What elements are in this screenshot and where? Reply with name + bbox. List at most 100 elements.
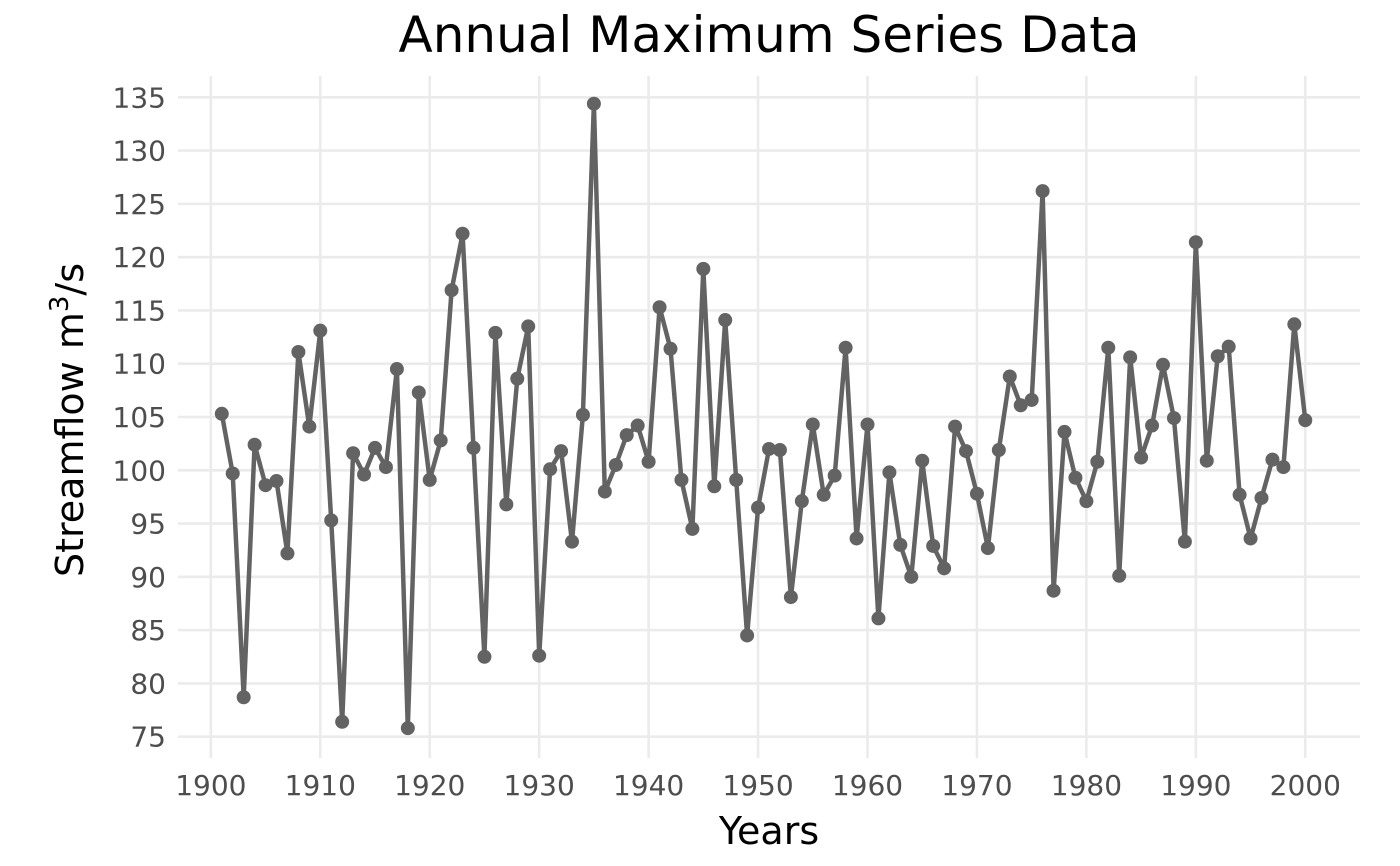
data-point	[543, 462, 558, 477]
data-point	[1210, 349, 1225, 364]
data-point	[1013, 398, 1028, 413]
data-point	[849, 531, 864, 546]
data-point	[433, 433, 448, 448]
data-point	[663, 341, 678, 356]
data-point	[1057, 424, 1072, 439]
data-point	[630, 418, 645, 433]
data-point	[619, 428, 634, 443]
data-point	[827, 468, 842, 483]
data-point	[1287, 317, 1302, 332]
data-point	[1243, 531, 1258, 546]
x-axis-ticks: 1900 1910 1920 1930 1940 1950 1960 1970 1980 1990…	[175, 769, 1341, 802]
data-point	[980, 541, 995, 556]
x-tick-label: 1940	[613, 769, 684, 802]
data-point	[258, 478, 273, 493]
x-tick-label: 1980	[1051, 769, 1122, 802]
x-tick-label: 1930	[504, 769, 575, 802]
y-axis-title-unit: /s	[48, 263, 92, 296]
data-point	[937, 561, 952, 576]
data-point	[422, 472, 437, 487]
data-point	[1265, 452, 1280, 467]
data-point	[1090, 454, 1105, 469]
data-point	[1276, 460, 1291, 475]
data-point	[674, 472, 689, 487]
data-point	[772, 443, 787, 458]
data-point	[805, 417, 820, 432]
data-point	[794, 494, 809, 509]
data-point	[1068, 470, 1083, 485]
data-point	[1156, 357, 1170, 372]
data-point	[1254, 490, 1269, 505]
data-point	[740, 628, 755, 643]
data-point	[554, 444, 569, 459]
data-points	[214, 96, 1313, 736]
data-point	[225, 466, 240, 481]
data-point	[1188, 235, 1203, 250]
data-point	[762, 441, 776, 456]
data-point	[565, 534, 579, 549]
data-point	[969, 486, 984, 501]
x-tick-label: 1910	[285, 769, 356, 802]
y-tick-label: 95	[130, 508, 166, 541]
y-tick-label: 100	[113, 454, 166, 487]
data-point	[247, 437, 262, 452]
data-point	[959, 444, 973, 459]
data-point	[1298, 413, 1313, 428]
data-point	[324, 513, 339, 528]
data-point	[466, 440, 481, 455]
data-point	[904, 569, 919, 584]
data-point	[1145, 418, 1160, 433]
x-tick-label: 1960	[832, 769, 903, 802]
data-point	[444, 283, 459, 298]
data-point	[1035, 184, 1050, 199]
x-tick-label: 1950	[722, 769, 793, 802]
data-point	[915, 453, 930, 468]
data-point	[346, 446, 361, 461]
data-point	[718, 313, 733, 328]
y-tick-label: 135	[113, 81, 166, 114]
data-point	[378, 460, 393, 475]
data-point	[871, 611, 886, 626]
y-tick-label: 90	[130, 561, 166, 594]
data-point	[1002, 369, 1017, 384]
data-point	[641, 454, 656, 469]
y-tick-label: 125	[113, 188, 166, 221]
data-point	[816, 487, 831, 502]
data-point	[597, 484, 612, 499]
x-tick-label: 1900	[175, 769, 246, 802]
data-point	[1112, 568, 1127, 583]
chart-title: Annual Maximum Series Data	[399, 6, 1140, 64]
data-point	[411, 385, 426, 400]
data-point	[1123, 350, 1138, 365]
data-point	[499, 497, 514, 512]
data-point	[991, 443, 1006, 458]
data-point	[1079, 494, 1094, 509]
y-tick-label: 110	[113, 348, 166, 381]
data-point	[335, 714, 350, 729]
data-point	[291, 344, 306, 359]
data-point	[751, 500, 766, 515]
data-point	[1177, 534, 1192, 549]
data-point	[400, 721, 415, 736]
y-axis-title-main: Streamflow m	[48, 312, 92, 577]
y-tick-label: 120	[113, 241, 166, 274]
data-point	[368, 440, 382, 455]
y-tick-label: 75	[130, 721, 166, 754]
data-point	[729, 472, 744, 487]
x-tick-label: 1970	[941, 769, 1012, 802]
y-axis-title-superscript: 3	[45, 296, 75, 313]
data-point	[1046, 583, 1061, 598]
y-tick-label: 105	[113, 401, 166, 434]
data-point	[707, 479, 722, 494]
data-point	[783, 590, 798, 605]
data-point	[926, 538, 941, 553]
data-point	[1101, 340, 1116, 355]
series-line	[219, 101, 1308, 731]
data-point	[510, 371, 525, 386]
data-point	[1024, 392, 1039, 407]
data-point	[302, 419, 317, 434]
data-point	[1199, 453, 1214, 468]
data-point	[389, 362, 404, 377]
data-point	[696, 261, 711, 276]
data-point	[313, 323, 328, 338]
